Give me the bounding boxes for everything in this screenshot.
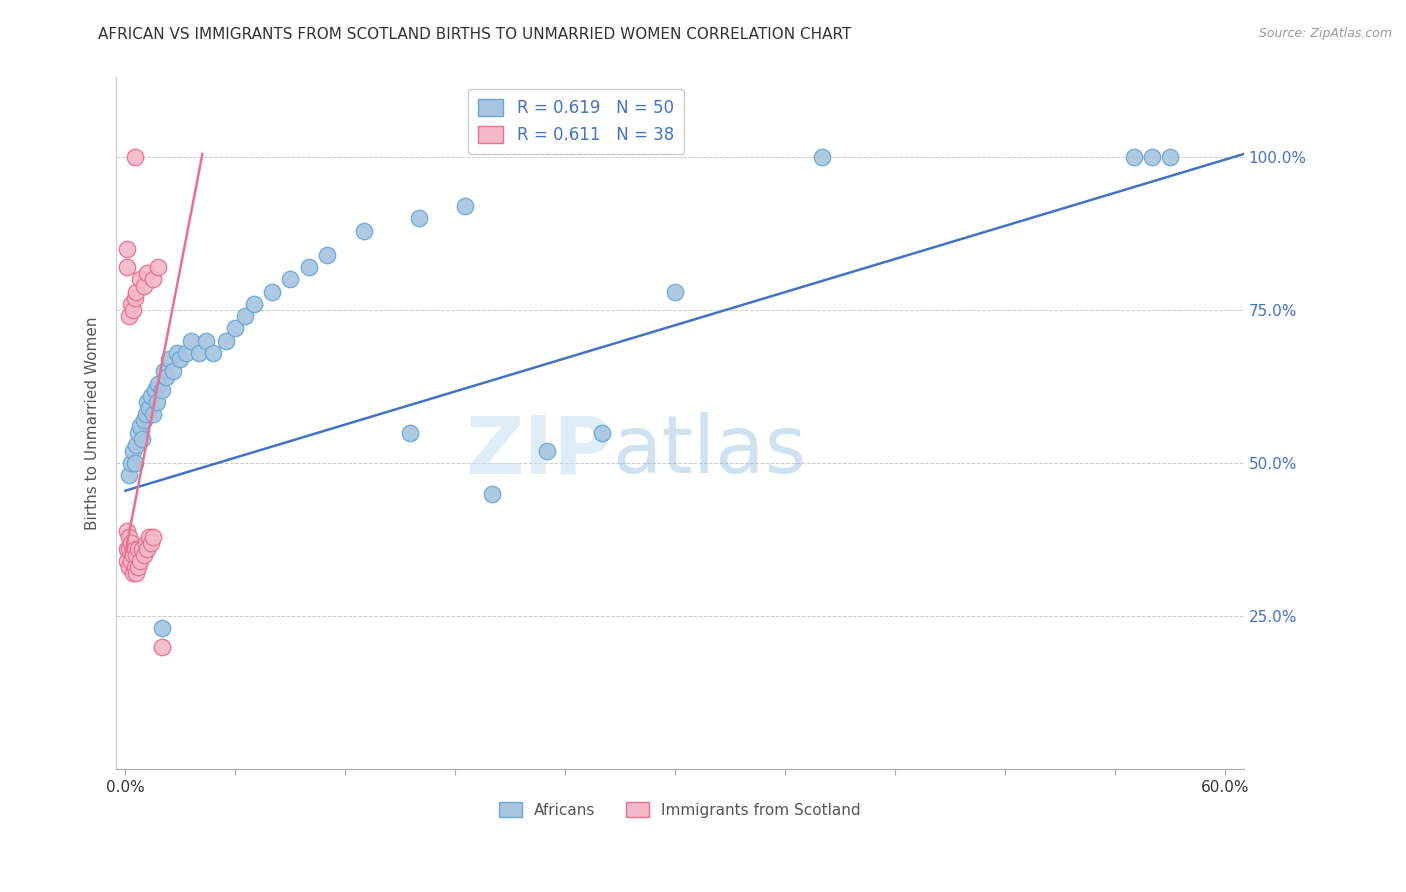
Point [136,541,159,556]
Point [125,548,148,562]
Point [142,530,165,544]
Point [148,376,170,391]
Point [142,407,165,421]
Point [143,383,166,397]
Point [127,560,149,574]
Point [1122,150,1144,164]
Point [120,297,142,311]
Point [180,334,202,348]
Point [187,346,209,360]
Point [139,535,162,549]
Point [224,321,246,335]
Point [664,285,686,299]
Point [118,530,141,544]
Point [1159,150,1181,164]
Point [169,352,191,367]
Point [139,389,162,403]
Point [135,535,157,549]
Y-axis label: Births to Unmarried Women: Births to Unmarried Women [86,317,100,530]
Point [1140,150,1163,164]
Point [150,640,173,654]
Point [398,425,420,440]
Point [117,242,139,256]
Point [117,541,139,556]
Point [162,364,184,378]
Point [142,272,165,286]
Point [408,211,430,226]
Point [129,419,152,434]
Point [150,383,173,397]
Point [174,346,197,360]
Point [118,310,141,324]
Point [280,272,302,286]
Point [536,444,558,458]
Point [117,260,139,275]
Point [148,260,170,275]
Point [591,425,613,440]
Point [125,566,148,581]
Point [155,370,177,384]
Point [131,541,153,556]
Point [125,438,148,452]
Point [811,150,834,164]
Point [132,278,155,293]
Point [145,395,167,409]
Point [316,248,339,262]
Point [150,622,173,636]
Point [129,554,152,568]
Point [138,530,160,544]
Point [129,272,152,286]
Point [132,548,155,562]
Point [242,297,264,311]
Point [233,310,256,324]
Point [195,334,218,348]
Point [118,468,141,483]
Point [124,150,146,164]
Point [120,554,142,568]
Point [135,407,157,421]
Point [117,554,139,568]
Point [127,541,149,556]
Point [124,560,146,574]
Point [136,395,159,409]
Point [153,364,176,378]
Legend: Africans, Immigrants from Scotland: Africans, Immigrants from Scotland [494,796,868,824]
Point [121,303,143,318]
Point [125,285,148,299]
Text: ZIP: ZIP [465,412,613,490]
Point [120,535,142,549]
Point [124,291,146,305]
Point [124,541,146,556]
Point [215,334,238,348]
Point [298,260,321,275]
Point [121,444,143,458]
Point [159,352,181,367]
Point [127,425,149,440]
Point [166,346,188,360]
Point [453,199,475,213]
Point [262,285,284,299]
Point [118,560,141,574]
Point [120,456,142,470]
Point [131,432,153,446]
Text: AFRICAN VS IMMIGRANTS FROM SCOTLAND BIRTHS TO UNMARRIED WOMEN CORRELATION CHART: AFRICAN VS IMMIGRANTS FROM SCOTLAND BIRT… [98,27,852,42]
Point [132,413,155,427]
Point [353,223,375,237]
Point [121,566,143,581]
Point [121,548,143,562]
Point [118,541,141,556]
Text: atlas: atlas [613,412,807,490]
Point [117,524,139,538]
Point [124,456,146,470]
Point [202,346,225,360]
Point [481,487,503,501]
Point [138,401,160,415]
Point [136,266,159,280]
Text: Source: ZipAtlas.com: Source: ZipAtlas.com [1258,27,1392,40]
